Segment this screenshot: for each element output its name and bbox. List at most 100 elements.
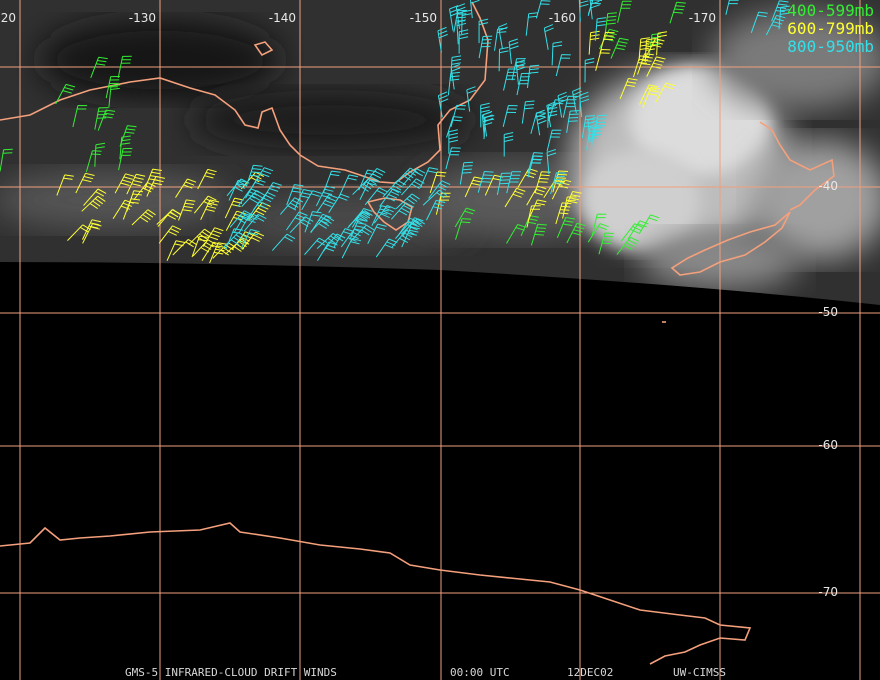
wind-barb — [119, 125, 137, 147]
wind-barb — [222, 231, 247, 249]
wind-barb — [304, 237, 328, 255]
wind-barb — [656, 31, 668, 56]
antarctica-coast — [0, 522, 752, 665]
wind-barb — [546, 129, 562, 152]
wind-barb — [548, 99, 565, 122]
wind-barb — [304, 211, 322, 233]
wind-barb — [579, 91, 590, 118]
kangaroo-island — [253, 41, 274, 57]
wind-barb — [526, 205, 541, 228]
latitude-label: -70 — [818, 585, 838, 599]
wind-barb — [348, 210, 373, 227]
wind-barb — [445, 147, 461, 170]
wind-barb — [241, 190, 265, 207]
legend-entry: 400-599mb — [787, 1, 874, 20]
wind-barb — [526, 185, 547, 206]
wind-barb — [166, 240, 186, 261]
wind-barb — [750, 11, 768, 34]
new-zealand-north — [759, 121, 835, 211]
wind-barb — [401, 178, 425, 196]
wind-barbs — [0, 0, 790, 264]
wind-barb — [669, 1, 686, 24]
wind-barb — [108, 84, 121, 108]
wind-barb — [620, 223, 644, 242]
wind-barb — [437, 26, 448, 53]
wind-barb — [644, 38, 656, 62]
wind-barb — [566, 110, 580, 133]
wind-barb — [402, 168, 426, 186]
wind-barb — [552, 170, 569, 193]
wind-barb — [75, 172, 95, 194]
wind-barb — [517, 168, 538, 188]
wind-barb — [619, 78, 638, 100]
wind-barb — [648, 33, 662, 57]
wind-barb — [225, 210, 246, 231]
wind-barb — [193, 195, 217, 214]
wind-barb — [456, 19, 467, 45]
wind-barb — [188, 228, 213, 245]
wind-barb — [286, 211, 308, 231]
wind-barb — [498, 46, 509, 72]
wind-barb — [534, 171, 551, 193]
wind-barb — [328, 193, 350, 213]
wind-barb — [233, 213, 255, 234]
wind-barb — [633, 55, 650, 78]
wind-barb — [478, 35, 493, 59]
wind-barb — [112, 199, 134, 220]
wind-barb — [422, 189, 448, 206]
wind-barb — [557, 91, 568, 118]
wind-barb — [228, 179, 247, 201]
wind-barb — [347, 210, 371, 229]
wind-barb — [382, 179, 407, 198]
wind-barb — [590, 127, 603, 151]
wind-barb — [477, 171, 494, 193]
wind-barb — [178, 199, 196, 221]
wind-barb — [543, 24, 554, 50]
wind-barb — [146, 176, 166, 197]
wind-barb — [114, 173, 135, 194]
wind-barb — [556, 217, 575, 239]
wind-barb — [105, 76, 120, 99]
longitude-label: -120 — [0, 11, 16, 25]
wind-barb — [280, 197, 304, 215]
longitude-label: -170 — [689, 11, 716, 25]
wind-barb — [638, 214, 660, 235]
wind-barb — [209, 242, 228, 264]
wind-barb — [506, 171, 522, 194]
wind-barb — [156, 208, 181, 225]
longitude-label: -150 — [410, 11, 437, 25]
wind-barb — [563, 191, 582, 212]
wind-barb — [530, 223, 547, 246]
wind-barb — [271, 233, 296, 251]
wind-barb — [90, 56, 108, 78]
wind-barb — [428, 180, 451, 199]
wind-barb — [469, 0, 480, 19]
wind-barb — [379, 188, 402, 207]
wind-barb — [225, 238, 250, 255]
wind-barb — [646, 56, 666, 77]
wind-barb — [655, 82, 676, 103]
latitude-label: -50 — [818, 305, 838, 319]
wind-barb — [562, 95, 578, 118]
wind-barb — [458, 29, 469, 54]
wind-barb — [520, 215, 539, 236]
wind-barb — [82, 219, 102, 240]
wind-barb — [535, 0, 551, 19]
wind-barb — [637, 53, 654, 75]
wind-barb — [316, 194, 338, 214]
wind-barb — [310, 213, 332, 234]
wind-barb — [638, 37, 650, 62]
wind-barb — [480, 102, 490, 128]
wind-barb — [341, 238, 362, 259]
wind-barb — [555, 54, 571, 77]
wind-barb — [593, 114, 608, 138]
wind-barb — [373, 204, 396, 224]
wind-barb — [340, 228, 363, 248]
wind-barb — [339, 174, 359, 196]
wind-barb — [610, 37, 629, 59]
graticule-labels: -120 -130 -140 -150 -160 -170 -40 -50 -60 -70 — [0, 11, 838, 599]
wind-barb — [466, 86, 477, 112]
wind-barb — [604, 12, 617, 36]
